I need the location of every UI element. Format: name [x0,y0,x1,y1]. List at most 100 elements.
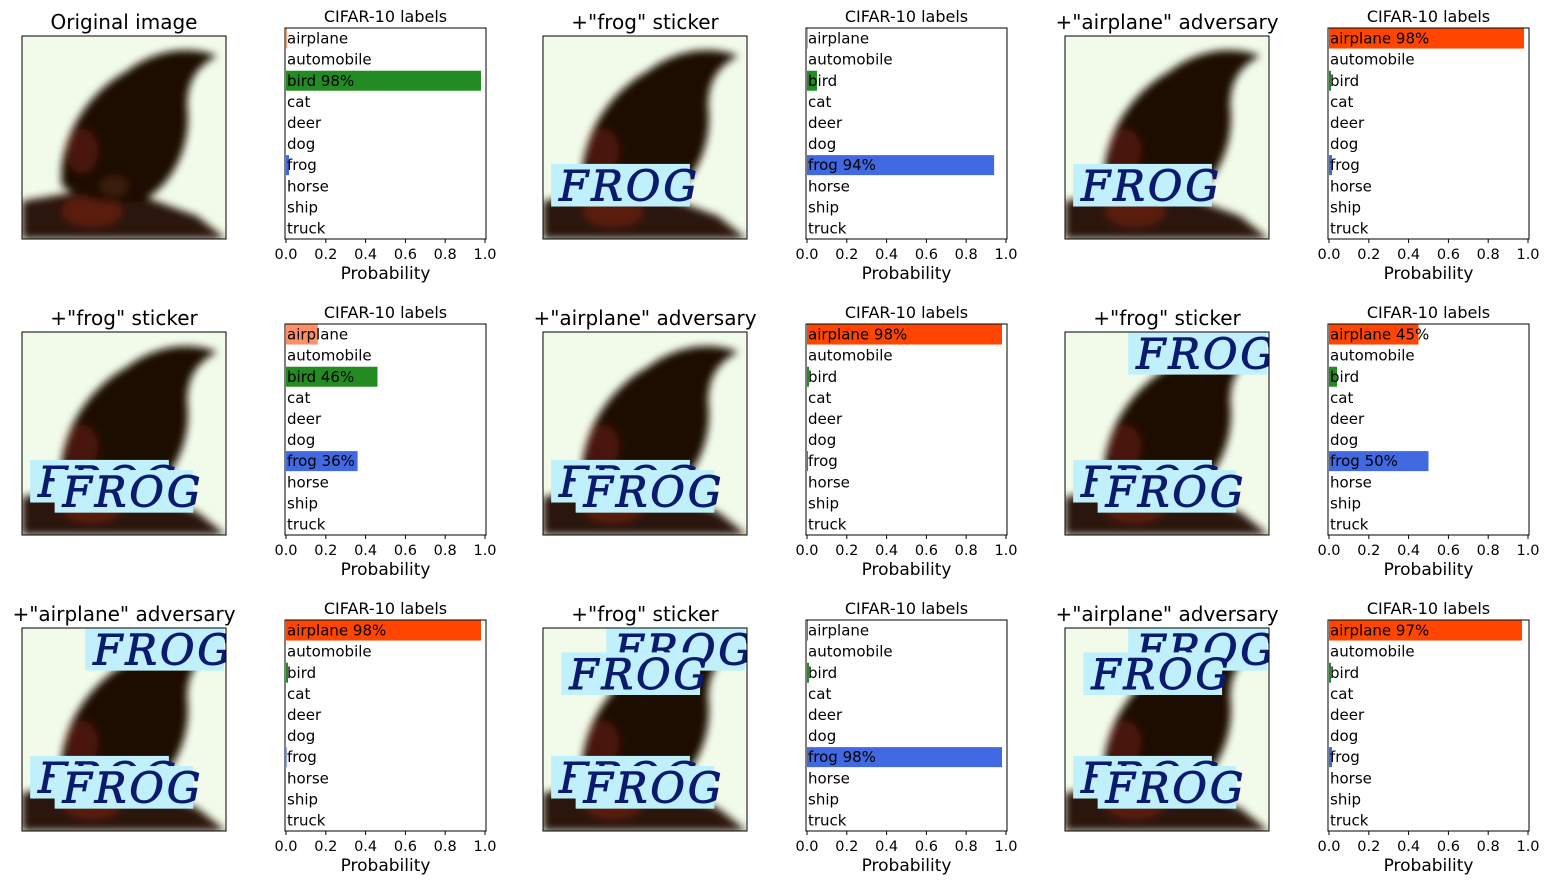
x-tick-label: 0.6 [1437,839,1460,855]
x-axis-label: Probability [862,264,952,284]
image-title: +"airplane" adversary [1055,602,1278,626]
image-frame [542,627,748,832]
bar-label-truck: truck [808,811,847,829]
image-title: Original image [51,10,198,34]
x-tick-label: 0.6 [1437,543,1460,559]
image-title: +"frog" sticker [50,306,198,330]
bar-label-frog: frog 50% [1330,452,1398,470]
sticker-text: FROG [1080,162,1222,211]
bar-label-frog: frog [1330,748,1360,766]
axes-frame [805,323,1008,536]
bar-label-automobile: automobile [808,643,893,661]
bar-frog [807,155,995,176]
chart-title: CIFAR-10 labels [845,599,968,618]
frog-sticker: FROG [1073,161,1222,211]
image-frame [21,35,227,240]
bar-label-ship: ship [808,790,839,808]
bar-label-automobile: automobile [1330,51,1415,69]
x-tick-label: 0.0 [1317,543,1340,559]
bar-airplane [807,324,1002,345]
bar-bird [1329,662,1331,683]
x-axis-label: Probability [341,560,431,580]
bar-label-truck: truck [808,219,847,237]
bird-wing-patch [66,425,98,469]
bird-wing-patch [587,129,619,173]
x-tick-label: 0.4 [875,839,898,855]
image-title: +"airplane" adversary [12,602,235,626]
x-tick-label: 0.2 [835,543,858,559]
bar-label-automobile: automobile [287,643,372,661]
bar-label-cat: cat [1330,389,1353,407]
chart-title: CIFAR-10 labels [1367,303,1490,322]
bar-label-frog: frog [808,452,838,470]
sticker-background [54,470,194,513]
bar-label-deer: deer [287,706,322,724]
bar-label-airplane: airplane [808,30,869,48]
x-tick-label: 1.0 [994,839,1017,855]
panel-9: +"airplane" adversaryFROGFROGFROGFROGCIF… [1055,599,1539,876]
x-tick-label: 0.4 [354,247,377,263]
bar-label-deer: deer [1330,706,1365,724]
sticker-background [54,766,194,809]
x-tick-label: 0.6 [915,839,938,855]
sticker-background [85,628,224,671]
bar-label-horse: horse [287,769,329,787]
panel-2: +"frog" sticker FROG CIFAR-10 labels truck s… [542,7,1018,284]
bar-label-horse: horse [1330,473,1372,491]
sticker-background [1083,652,1223,695]
bar-label-truck: truck [1330,219,1369,237]
bird-photo [22,36,226,239]
bar-frog [1329,747,1332,768]
x-tick-label: 0.0 [1317,839,1340,855]
frog-sticker: FROG [551,161,697,211]
bar-label-cat: cat [808,93,831,111]
frog-sticker: FROG [1083,650,1230,700]
bird-photo: FROGFROGFROGFROG [1065,628,1269,831]
bar-label-airplane: airplane 98% [287,622,386,640]
x-axis-label: Probability [1384,264,1474,284]
bird-photo: FROG [543,36,747,239]
sticker-text: FROG [1105,468,1247,517]
x-tick-label: 0.8 [1477,543,1500,559]
sticker-background [575,766,715,809]
frog-sticker: FROG [54,763,201,813]
image-title: +"frog" sticker [571,10,719,34]
x-tick-label: 0.2 [314,247,337,263]
image-title: +"frog" sticker [571,602,719,626]
x-tick-label: 0.6 [394,247,417,263]
x-tick-label: 0.0 [795,247,818,263]
image-frame [21,627,227,832]
x-tick-label: 0.2 [314,839,337,855]
chart-title: CIFAR-10 labels [845,7,968,26]
bar-label-horse: horse [287,473,329,491]
bar-label-deer: deer [808,706,843,724]
sticker-background [551,163,690,207]
axes-frame [284,323,487,536]
frog-sticker: FROG [54,467,201,517]
bar-label-bird: bird 98% [287,72,354,90]
panel-3: +"airplane" adversary FROG CIFAR-10 labels… [1055,7,1539,284]
image-frame [1064,331,1270,536]
bar-label-truck: truck [808,515,847,533]
sticker-background [1097,470,1237,513]
x-tick-label: 0.6 [915,543,938,559]
image-frame [21,331,227,536]
bar-label-horse: horse [1330,177,1372,195]
bar-label-airplane: airplane [808,622,869,640]
bird-wing-patch [587,721,619,765]
x-tick-label: 0.6 [1437,247,1460,263]
bar-label-ship: ship [1330,790,1361,808]
bar-label-deer: deer [1330,410,1365,428]
bar-label-frog: frog [287,748,317,766]
frog-sticker: FROG [561,650,708,700]
bar-label-dog: dog [808,135,836,153]
bar-frog [286,451,358,472]
bar-label-horse: horse [287,177,329,195]
x-tick-label: 1.0 [1516,247,1539,263]
bar-label-truck: truck [287,515,326,533]
x-tick-label: 0.4 [1397,839,1420,855]
